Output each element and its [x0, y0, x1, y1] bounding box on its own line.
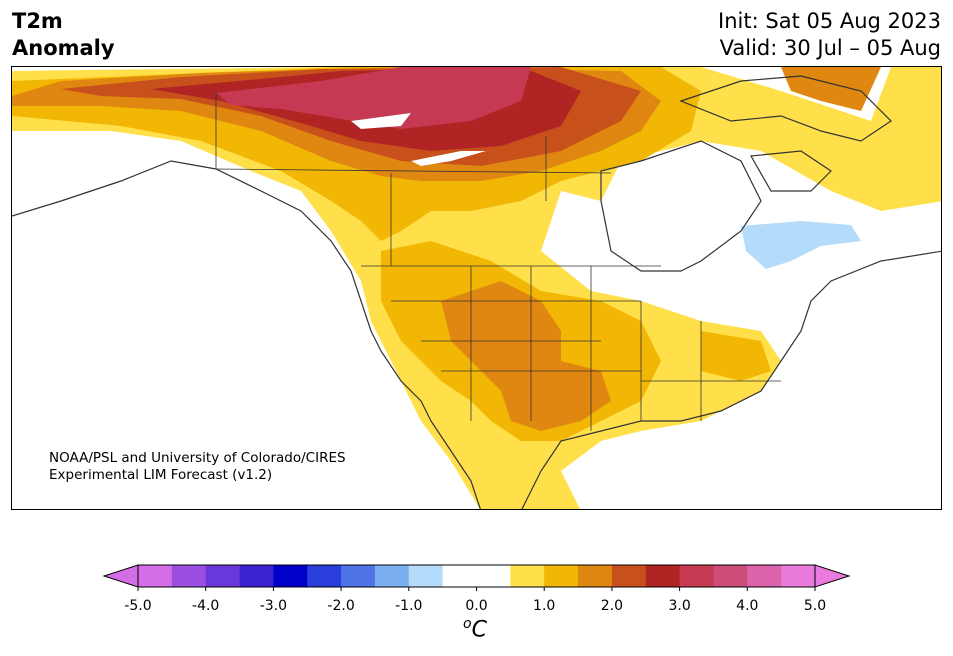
colorbar-segment	[645, 565, 681, 587]
state-borders	[215, 93, 781, 431]
colorbar-tick-label: 3.0	[668, 598, 691, 614]
colorbar-tick-label: 1.0	[533, 598, 556, 614]
colorbar-segment	[747, 565, 782, 587]
map-title: T2m Anomaly	[12, 8, 115, 62]
colorbar-segment	[510, 565, 545, 587]
credit-line-2: Experimental LIM Forecast (v1.2)	[49, 467, 273, 483]
forecast-dates: Init: Sat 05 Aug 2023 Valid: 30 Jul – 05…	[718, 8, 941, 62]
unit-letter: C	[471, 617, 487, 643]
colorbar-tick-label: -1.0	[395, 598, 423, 614]
anomaly-map	[11, 66, 942, 510]
colorbar-under-arrow	[102, 564, 139, 588]
anomaly-zone-blue	[741, 221, 861, 269]
colorbar-segment	[679, 565, 714, 587]
colorbar-segment	[374, 565, 410, 587]
colorbar-tick-label: 0.0	[465, 598, 488, 614]
init-date: Init: Sat 05 Aug 2023	[718, 9, 941, 33]
colorbar-segment	[239, 565, 274, 587]
coastlines	[12, 75, 941, 509]
colorbar-unit: oC	[463, 616, 487, 642]
colorbar-segment	[138, 565, 173, 587]
colorbar-tick-label: -2.0	[327, 598, 355, 614]
colorbar-segment	[476, 565, 511, 587]
colorbar-tick-label: -5.0	[124, 598, 152, 614]
anomaly-zone-gold	[12, 67, 771, 441]
credit-line-1: NOAA/PSL and University of Colorado/CIRE…	[49, 450, 346, 466]
colorbar-segment	[205, 565, 241, 587]
colorbar-tick-label: -4.0	[192, 598, 220, 614]
colorbar-over-arrow	[814, 564, 851, 588]
colorbar-segment	[273, 565, 308, 587]
colorbar-segment	[408, 565, 444, 587]
colorbar-segment	[341, 565, 376, 587]
data-credit: NOAA/PSL and University of Colorado/CIRE…	[49, 450, 346, 484]
colorbar-segment	[611, 565, 647, 587]
anomaly-zone-crimson	[216, 67, 531, 129]
colorbar-tick-label: 5.0	[803, 598, 827, 614]
colorbar-segment	[307, 565, 342, 587]
colorbar-tick-label: 2.0	[600, 598, 624, 614]
colorbar-segment	[578, 565, 613, 587]
lake-shape	[351, 113, 411, 129]
colorbar-segment	[544, 565, 579, 587]
colorbar-segment	[171, 565, 207, 587]
colorbar-segment	[713, 565, 748, 587]
title-line-2: Anomaly	[12, 36, 115, 60]
valid-range: Valid: 30 Jul – 05 Aug	[719, 36, 941, 60]
colorbar-tick-label: 4.0	[736, 598, 759, 614]
colorbar-segment	[442, 565, 477, 587]
map-canvas	[12, 67, 941, 509]
degree-symbol: o	[463, 616, 472, 632]
title-line-1: T2m	[12, 9, 63, 33]
colorbar-segment	[781, 565, 816, 587]
colorbar-tick-label: -3.0	[259, 598, 288, 614]
lake-shape	[411, 151, 486, 166]
